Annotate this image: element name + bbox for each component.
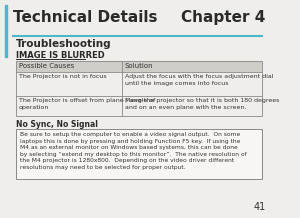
Text: 41: 41 (254, 202, 266, 212)
Bar (16, 61, 262, 116)
Text: The Projector is offset from plane / angle of
operation: The Projector is offset from plane / ang… (19, 98, 155, 110)
Text: Be sure to setup the computer to enable a video signal output.  On some
laptops : Be sure to setup the computer to enable … (20, 132, 247, 170)
Bar (4, 5, 7, 57)
Text: The Projector is not in focus: The Projector is not in focus (19, 74, 106, 79)
Bar (16, 129, 262, 179)
Text: IMAGE IS BLURRED: IMAGE IS BLURRED (16, 51, 105, 60)
Text: No Sync, No Signal: No Sync, No Signal (16, 120, 98, 129)
Text: Solution: Solution (125, 63, 153, 69)
Text: Chapter 4: Chapter 4 (182, 10, 266, 25)
Text: Move the projector so that it is both 180 degrees
and on an even plane with the : Move the projector so that it is both 18… (125, 98, 279, 110)
Text: Troubleshooting: Troubleshooting (16, 39, 112, 49)
Text: Technical Details: Technical Details (13, 10, 157, 25)
Text: Possible Causes: Possible Causes (19, 63, 74, 69)
Bar (16, 61, 262, 72)
Text: Adjust the focus with the focus adjustment dial
until the image comes into focus: Adjust the focus with the focus adjustme… (125, 74, 273, 86)
